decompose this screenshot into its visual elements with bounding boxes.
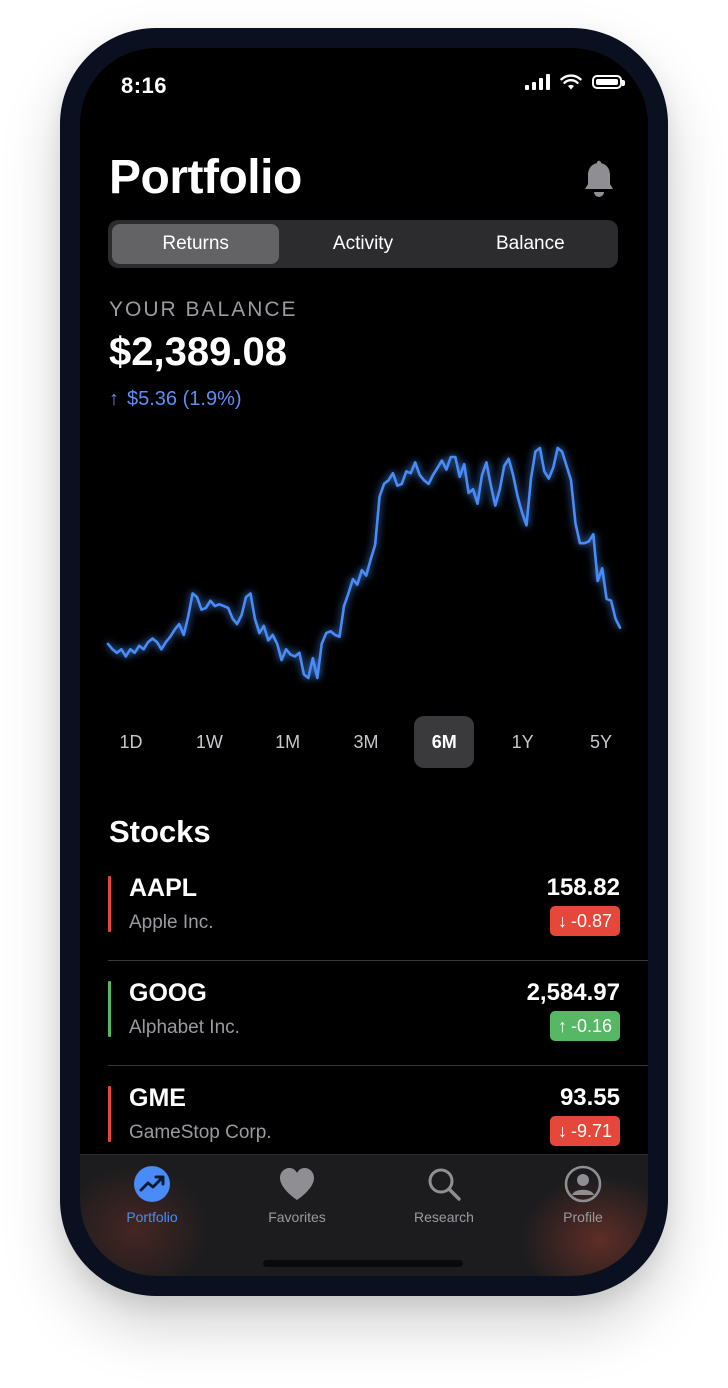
stock-price: 93.55 [559, 1084, 620, 1111]
tab-research[interactable]: Research [389, 1165, 499, 1225]
tab-label: Profile [563, 1209, 603, 1225]
range-1y[interactable]: 1Y [511, 731, 534, 752]
stock-change-badge: ↑ -0.16 [549, 1011, 620, 1041]
home-indicator [263, 1260, 463, 1267]
time-range-selector: 1D 1W 1M 3M 6M 1Y 5Y [101, 716, 631, 768]
tab-label: Portfolio [126, 1209, 178, 1225]
tab-label: Favorites [268, 1209, 326, 1225]
tab-label: Research [414, 1209, 474, 1225]
down-arrow-icon: ↓ [557, 910, 567, 931]
range-6m[interactable]: 6M [414, 716, 475, 768]
stocks-heading: Stocks [109, 814, 211, 849]
status-icons [525, 74, 625, 90]
stock-symbol: AAPL [129, 874, 198, 902]
chart-series-line [106, 446, 622, 680]
segment-returns[interactable]: Returns [112, 224, 280, 264]
status-time: 8:16 [121, 73, 168, 98]
app-screen: 8:16 Portfolio Returns Activity Balance … [80, 48, 648, 1276]
trend-indicator-bar [108, 876, 111, 932]
tab-portfolio[interactable]: Portfolio [97, 1165, 207, 1225]
tab-profile[interactable]: Profile [528, 1165, 638, 1225]
search-icon [428, 1168, 461, 1201]
trend-indicator-bar [108, 981, 111, 1037]
stock-name: GameStop Corp. [129, 1122, 272, 1143]
segment-activity[interactable]: Activity [332, 233, 394, 254]
balance-chart[interactable] [100, 438, 648, 688]
stock-change-value: -0.87 [570, 910, 612, 931]
range-3m[interactable]: 3M [353, 731, 379, 752]
range-1m[interactable]: 1M [275, 731, 301, 752]
tab-favorites[interactable]: Favorites [242, 1165, 352, 1225]
stock-price: 158.82 [546, 874, 620, 901]
range-1d[interactable]: 1D [119, 731, 143, 752]
battery-icon [592, 75, 625, 89]
wifi-icon [560, 74, 582, 90]
stock-change-value: -0.16 [570, 1015, 612, 1036]
stock-price: 2,584.97 [526, 979, 620, 1006]
down-arrow-icon: ↓ [557, 1120, 567, 1141]
range-5y[interactable]: 5Y [589, 731, 612, 752]
segmented-control: Returns Activity Balance [108, 220, 618, 268]
range-1w[interactable]: 1W [195, 731, 223, 752]
page-title: Portfolio [109, 151, 302, 204]
stock-row-gme[interactable]: GME GameStop Corp. 93.55 ↓ -9.71 [108, 1066, 648, 1170]
balance-change-value: $5.36 (1.9%) [127, 388, 242, 410]
stock-change-badge: ↓ -0.87 [549, 906, 620, 936]
stock-change-value: -9.71 [570, 1120, 612, 1141]
up-arrow-icon: ↑ [109, 388, 119, 410]
balance-label: YOUR BALANCE [109, 298, 298, 321]
stock-list: AAPL Apple Inc. 158.82 ↓ -0.87 GOOG Alph… [108, 856, 648, 1170]
tab-bar: Portfolio Favorites Research [80, 1154, 648, 1276]
stock-row-aapl[interactable]: AAPL Apple Inc. 158.82 ↓ -0.87 [108, 856, 648, 961]
heart-icon [280, 1168, 314, 1200]
balance-change: ↑ $5.36 (1.9%) [109, 388, 242, 411]
stock-change-badge: ↓ -9.71 [549, 1116, 620, 1146]
stock-symbol: GOOG [129, 979, 207, 1007]
stock-symbol: GME [129, 1084, 186, 1112]
up-arrow-icon: ↑ [557, 1015, 567, 1036]
portfolio-icon [134, 1166, 170, 1202]
bell-icon[interactable] [582, 160, 616, 200]
balance-value: $2,389.08 [109, 330, 287, 374]
trend-indicator-bar [108, 1086, 111, 1142]
profile-icon [564, 1165, 602, 1203]
stock-name: Apple Inc. [129, 912, 214, 933]
segment-balance[interactable]: Balance [495, 233, 565, 254]
cellular-signal-icon [525, 74, 550, 90]
stock-row-goog[interactable]: GOOG Alphabet Inc. 2,584.97 ↑ -0.16 [108, 961, 648, 1066]
stock-name: Alphabet Inc. [129, 1017, 240, 1038]
